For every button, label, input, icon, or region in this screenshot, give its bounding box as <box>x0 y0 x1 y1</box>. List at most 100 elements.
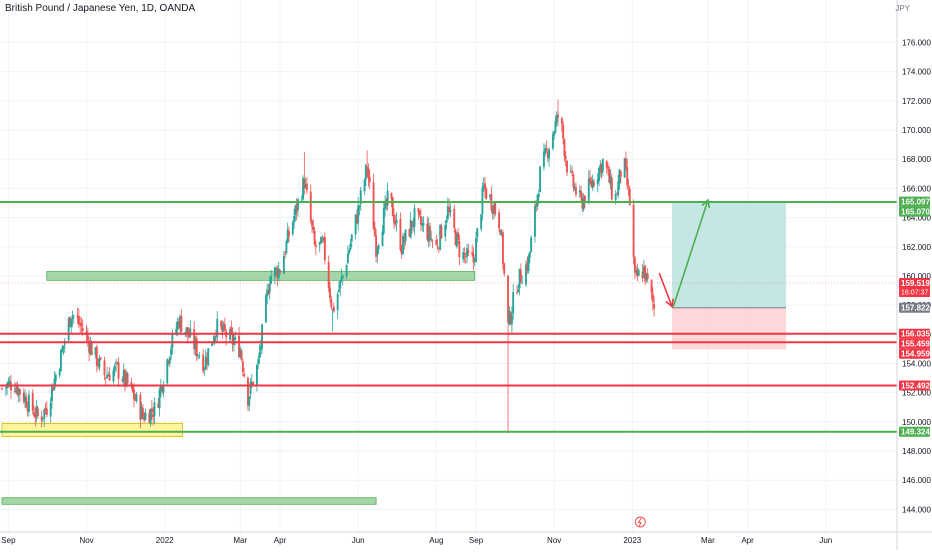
candle-body <box>598 168 600 182</box>
candle-body <box>581 197 584 209</box>
candle-body <box>166 359 169 384</box>
price-tag-label: 154.959 <box>901 350 930 359</box>
candle-body <box>563 139 566 157</box>
candle-body <box>363 179 366 192</box>
candle-body <box>580 190 583 198</box>
arrow-green[interactable] <box>672 199 709 307</box>
candle-body <box>108 374 111 381</box>
zone-green <box>46 271 476 281</box>
candle-body <box>158 389 161 409</box>
candle-body <box>578 190 581 193</box>
candle-body <box>140 406 143 420</box>
candle-body <box>330 299 333 308</box>
candle-body <box>439 224 442 250</box>
lightning-icon <box>637 517 642 527</box>
candle-body <box>17 388 20 396</box>
candle-body <box>189 328 192 337</box>
candle-body <box>535 203 538 206</box>
zones <box>1 271 476 505</box>
candle-body <box>537 193 540 197</box>
arrow-red[interactable] <box>658 272 673 307</box>
candle-body <box>448 207 451 212</box>
candle-body <box>572 174 575 188</box>
candle-body <box>204 356 207 370</box>
candle-body <box>555 114 558 123</box>
candle-body <box>596 179 599 184</box>
candle-body <box>336 293 339 311</box>
price-tag <box>899 338 930 349</box>
candle-body <box>419 216 422 225</box>
candle-body <box>431 240 434 242</box>
candle-body <box>358 205 361 208</box>
candle-body <box>569 171 572 173</box>
arrows[interactable] <box>658 198 711 309</box>
candle-body <box>27 394 30 412</box>
x-tick-label: Nov <box>547 536 561 545</box>
candle-body <box>413 208 416 227</box>
candle-body <box>601 159 604 172</box>
candle-body <box>609 176 612 185</box>
x-tick-label: Mar <box>233 536 247 545</box>
y-tick-label: 170.000 <box>902 126 931 135</box>
candle-body <box>566 160 568 173</box>
candle-body <box>368 176 371 183</box>
candle-body <box>463 253 466 255</box>
candle-body <box>44 407 47 411</box>
candle-body <box>646 273 649 280</box>
candle-body <box>575 187 577 195</box>
y-tick-label: 176.000 <box>902 38 931 47</box>
horizontal-levels[interactable] <box>0 200 897 433</box>
candle-body <box>650 280 653 293</box>
price-tag-countdown: 16:07:37 <box>901 289 928 296</box>
candles <box>1 99 656 434</box>
candle-body <box>131 384 134 392</box>
arrow-head-red[interactable] <box>665 298 674 309</box>
candle-body <box>491 208 494 213</box>
y-tick-label: 152.000 <box>902 389 931 398</box>
candle-body <box>519 270 522 283</box>
candle-body <box>503 263 506 274</box>
position-target-zone[interactable] <box>672 201 787 308</box>
x-tick-label: Nov <box>79 536 93 545</box>
candle-body <box>493 204 495 215</box>
candle-body <box>499 229 502 235</box>
candle-body <box>348 250 351 254</box>
candle-body <box>641 271 644 279</box>
candle-body <box>197 354 199 356</box>
y-tick-label: 172.000 <box>902 97 931 106</box>
candle-body <box>510 314 513 325</box>
candle-body <box>291 221 294 235</box>
candle-body <box>399 218 402 251</box>
candle-body <box>589 177 592 182</box>
candle-body <box>590 181 593 187</box>
candle-body <box>327 262 330 288</box>
arrow-head-green[interactable] <box>701 198 711 209</box>
candle-body <box>494 202 497 214</box>
candle-body <box>72 315 75 317</box>
candle-body <box>527 256 530 272</box>
candle-body <box>167 360 170 363</box>
grid <box>0 0 897 532</box>
candle-body <box>295 203 298 212</box>
candle-body <box>412 225 415 227</box>
candle-body <box>16 385 19 395</box>
currency-label: JPY <box>895 4 910 13</box>
candle-body <box>103 360 106 376</box>
candle-body <box>139 394 142 420</box>
price-tag-label: 159.519 <box>901 279 930 288</box>
candle-body <box>376 248 379 255</box>
x-tick-label: 2023 <box>623 536 641 545</box>
candle-body <box>304 183 307 188</box>
position-tool[interactable] <box>672 201 787 350</box>
candle-body <box>117 362 120 379</box>
candle-body <box>521 283 524 284</box>
candle-body <box>58 369 61 376</box>
x-tick-label: Apr <box>274 536 287 545</box>
candle-body <box>1 388 3 389</box>
position-stop-zone[interactable] <box>672 307 787 350</box>
price-tag <box>899 302 930 313</box>
y-tick-label: 164.000 <box>902 214 931 223</box>
candle-body <box>240 350 243 360</box>
